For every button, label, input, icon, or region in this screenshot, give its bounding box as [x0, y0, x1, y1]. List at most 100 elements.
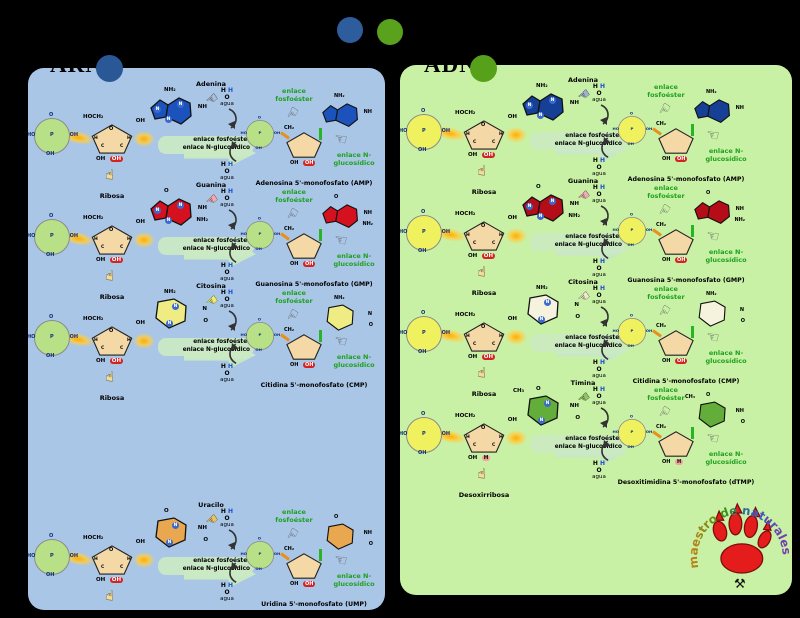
atom-label: OH — [96, 577, 106, 583]
product-name: Citidina 5'-monofosfato (CMP) — [632, 378, 740, 385]
legend-dot-blue — [337, 17, 363, 43]
atom-label: HO — [400, 431, 408, 437]
atom-label: H — [592, 184, 598, 191]
pentose-ring — [658, 431, 694, 457]
n-glycosidic-bond-label: enlace N-glucosídico — [333, 353, 375, 369]
pentose-ring — [463, 423, 505, 453]
n-glycosidic-bond-label: enlace N-glucosídico — [554, 443, 622, 450]
phosphate-group: O HO P OH OH — [28, 533, 78, 578]
water-molecule: H H O agua — [214, 363, 240, 383]
arn-title: ARN — [50, 52, 103, 77]
atom-label: H — [127, 557, 131, 562]
water-molecule: H H O agua — [214, 582, 240, 602]
pointing-hand-icon: ☜ — [332, 229, 349, 250]
glycosidic-glow — [505, 228, 527, 244]
phosphate-group: O HO P OH OH — [613, 414, 653, 449]
atom-label: HOCH₂ — [83, 535, 104, 541]
c2-substituent-label: OH — [675, 156, 687, 162]
atom-label: OH — [441, 330, 450, 336]
base-ring — [150, 97, 192, 125]
reaction-row: O HO P OH OH HOCH₂ O OH C C H H OH OH ☚ ☜… — [400, 177, 786, 297]
atom-label: O — [109, 547, 114, 553]
atom-label: H — [499, 334, 503, 339]
sugar-hydroxyls: OH OH — [96, 257, 123, 263]
base-structure: N N N NH₂ NH ☚ ☜ Adenina — [522, 76, 598, 124]
glycosidic-glow — [133, 131, 155, 147]
atom-label: O — [629, 313, 634, 318]
atom-label: NH — [735, 206, 744, 212]
base-structure: NH₂ NH — [322, 93, 372, 130]
reaction-row: O HO P OH OH HOCH₂ O OH C C H H OH OH ☚ ☜… — [400, 76, 786, 196]
atom-label: CH₂ — [284, 327, 295, 333]
phosphate-group: O HO P OH OH — [28, 213, 78, 258]
atom-label: NH — [735, 105, 744, 111]
atom-label: NH — [363, 530, 372, 536]
base-ring — [326, 523, 354, 550]
atom-label: NH₂ — [706, 89, 717, 95]
atom-label: OH — [418, 450, 427, 456]
atom-label: H — [592, 460, 598, 467]
pointing-hand-icon: ☜ — [704, 427, 721, 448]
atom-label: P — [630, 227, 634, 233]
atom-label: NH₂ — [706, 291, 717, 297]
atom-label: O — [203, 318, 208, 324]
atom-label: NH — [363, 210, 372, 216]
base-ring — [150, 198, 192, 226]
atom-label: HO — [28, 334, 36, 340]
n-glycosidic-bond — [319, 128, 322, 140]
atom-label: OH — [135, 320, 145, 326]
curved-arrow-icon — [228, 529, 237, 550]
atom-label: H — [600, 184, 606, 191]
nitrogen-atom: N — [154, 207, 161, 214]
reaction-row: O HO P OH OH HOCH₂ O OH C C H H OH OH ☚ ☜… — [28, 282, 379, 402]
sugar-hydroxyls: OH OH — [290, 581, 315, 587]
n-glycosidic-bond — [691, 427, 694, 439]
atom-label: O — [224, 295, 230, 303]
atom-label: H — [600, 83, 606, 90]
water-molecule: H H O agua — [586, 386, 612, 406]
atom-label: H — [499, 435, 503, 440]
pentose-ring — [91, 545, 133, 575]
atom-label: O — [368, 322, 373, 328]
atom-label: CH₂ — [284, 226, 295, 232]
c2-substituent-label: H — [482, 455, 490, 461]
sugar-name: Ribosa — [99, 192, 125, 200]
base-name: Citosina — [568, 278, 598, 286]
sugar-structure: CH₂ OH H — [656, 424, 694, 465]
curved-arrow-icon — [229, 342, 239, 365]
atom-label: OH — [645, 227, 653, 233]
reaction-row: O HO P OH OH HOCH₂ O OH C C H H OH OH ☚ ☜… — [28, 80, 379, 200]
phosphoester-bond-label: enlace fosfoéster — [565, 234, 622, 240]
atom-label: O — [740, 318, 745, 324]
sugar-hydroxyls: OH H — [468, 455, 490, 461]
atom-label: OH — [468, 152, 478, 158]
base-ring — [694, 200, 730, 225]
atom-label: O — [575, 415, 580, 421]
c2-substituent-label: OH — [482, 253, 495, 259]
base-name: Guanina — [567, 177, 599, 185]
atom-label: O — [109, 328, 114, 334]
reaction-row: O HO P OH OH HOCH₂ O OH C C H H OH OH ☚ ☜… — [28, 501, 379, 610]
atom-label: P — [50, 132, 54, 138]
water-molecule: H H O agua — [214, 188, 240, 208]
sugar-structure: HOCH₂ O OH C C H H OH OH ☚☜ Ribosa — [455, 312, 517, 398]
water-molecule: H H O agua — [586, 359, 612, 379]
c2-substituent-label: OH — [482, 152, 495, 158]
reaction-row: O HO P OH OH HOCH₂ O OH C C H H OH OH ☚ ☜… — [400, 278, 786, 398]
atom-label: P — [422, 128, 426, 134]
curved-arrow-icon — [601, 136, 611, 159]
phosphate-group: O HO P OH OH — [613, 111, 653, 146]
atom-label: C — [473, 140, 477, 145]
nitrogen-atom: N — [549, 97, 556, 104]
base-structure: N N N CH₃ O NH O ☚☜ Timina — [513, 379, 595, 427]
atom-label: OH — [468, 455, 478, 461]
pentose-ring — [286, 334, 322, 360]
atom-label: OH — [290, 362, 299, 368]
phosphoester-bond-label: enlace fosfoéster — [275, 289, 313, 305]
atom-label: H — [600, 285, 606, 292]
atom-label: C — [473, 241, 477, 246]
atom-label: OH — [46, 572, 55, 578]
c2-substituent-label: OH — [110, 358, 123, 364]
base-ring — [322, 204, 358, 229]
phosphate-group: O HO P OH OH — [241, 216, 281, 251]
